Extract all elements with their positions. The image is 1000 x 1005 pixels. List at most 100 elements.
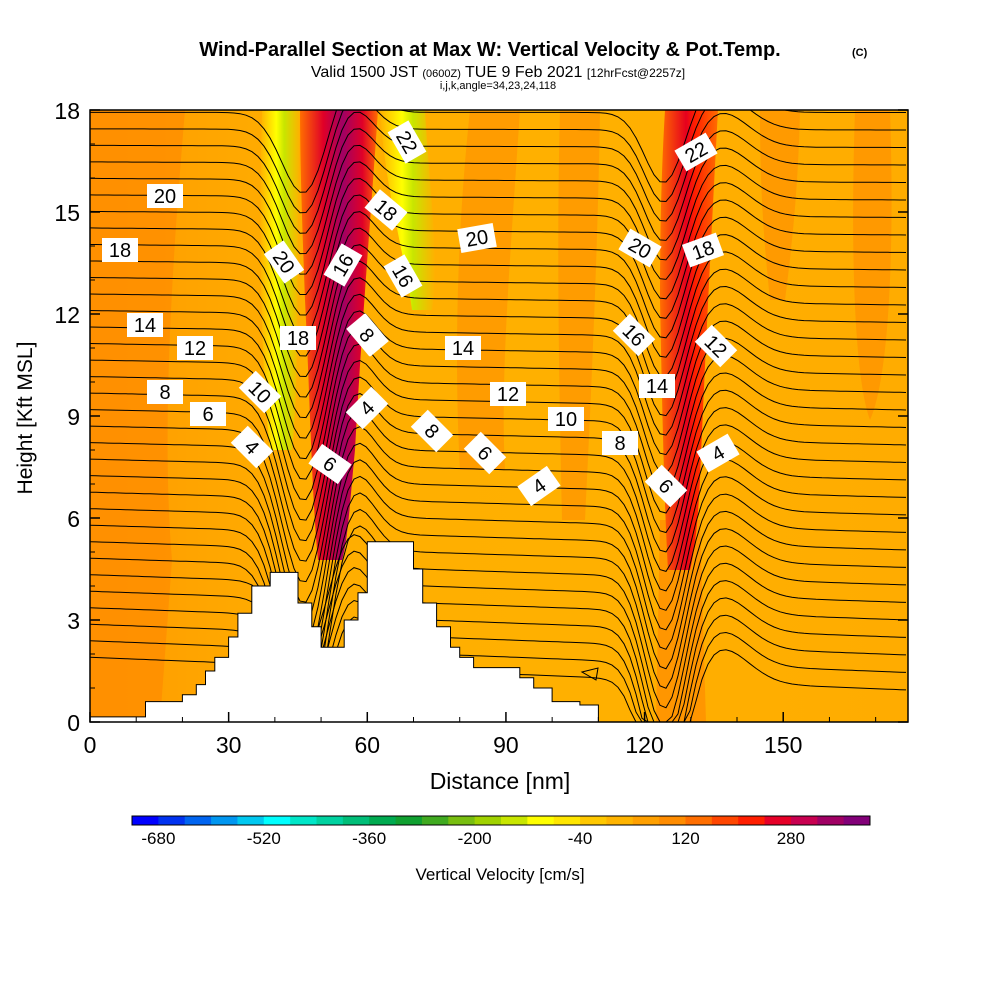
contour-label-box bbox=[517, 465, 561, 507]
contour-label: 20 bbox=[457, 223, 497, 253]
isentrope-line bbox=[90, 393, 907, 583]
contour-label-box bbox=[308, 443, 352, 485]
subtitle-date: TUE 9 Feb 2021 bbox=[465, 64, 583, 81]
contour-label-box bbox=[127, 313, 163, 337]
contour-label-box bbox=[681, 232, 725, 268]
contour-label-text: 14 bbox=[452, 338, 474, 360]
contour-label-box bbox=[147, 380, 183, 404]
isentrope-line bbox=[90, 194, 907, 337]
contour-label-box bbox=[190, 402, 226, 426]
contour-label-text: 8 bbox=[159, 382, 170, 404]
contour-label-text: 20 bbox=[464, 226, 490, 252]
contour-label-text: 14 bbox=[646, 376, 668, 398]
colorbar-swatch bbox=[342, 816, 370, 825]
copyright-mark: (C) bbox=[852, 47, 868, 59]
contour-label-box bbox=[177, 336, 213, 360]
velocity-zone-lower-right bbox=[656, 520, 706, 722]
contour-label-box bbox=[445, 336, 481, 360]
y-axis-label: Height [Kft MSL] bbox=[14, 342, 37, 495]
isentrope-line bbox=[90, 599, 907, 722]
downdraft-band bbox=[260, 110, 300, 450]
contour-label-box bbox=[410, 409, 454, 453]
colorbar-frame bbox=[131, 815, 871, 826]
colorbar-swatch bbox=[738, 816, 766, 825]
y-axis: 0 3 6 9 12 15 18 bbox=[54, 98, 908, 736]
isentrope-line bbox=[90, 583, 907, 722]
y-tick-label: 3 bbox=[67, 608, 80, 634]
colorbar-swatch bbox=[395, 816, 423, 825]
y-tick-label: 9 bbox=[67, 404, 80, 430]
contour-label-box bbox=[463, 431, 507, 475]
isentrope-line bbox=[90, 227, 907, 378]
colorbar-swatch bbox=[184, 816, 212, 825]
colorbar-swatch bbox=[132, 816, 159, 825]
isentrope-line bbox=[90, 260, 907, 419]
isentrope-line bbox=[90, 426, 907, 624]
contour-label: 6 bbox=[644, 464, 688, 508]
colorbar-swatch bbox=[843, 816, 871, 825]
contour-label-box bbox=[263, 240, 305, 284]
colorbar-swatch bbox=[817, 816, 845, 825]
contour-label: 4 bbox=[345, 386, 389, 430]
chart-title-block: Wind-Parallel Section at Max W: Vertical… bbox=[199, 39, 867, 92]
x-tick-label: 30 bbox=[216, 732, 242, 758]
isentrope-line bbox=[90, 534, 907, 722]
colorbar-swatch bbox=[606, 816, 634, 825]
velocity-zone-left bbox=[90, 110, 185, 722]
contour-label-box bbox=[612, 313, 656, 357]
colorbar-swatch bbox=[632, 816, 660, 825]
contour-label-box bbox=[387, 120, 427, 164]
colorbar-swatch bbox=[448, 816, 476, 825]
contour-label-text: 20 bbox=[154, 186, 176, 208]
isentrope-line bbox=[90, 508, 907, 722]
x-tick-label: 0 bbox=[84, 732, 97, 758]
terrain-mask bbox=[90, 541, 908, 722]
contour-labels: 2222202020201818181818161616141414121212… bbox=[102, 120, 740, 508]
colorbar-swatch bbox=[711, 816, 739, 825]
contour-label: 14 bbox=[639, 374, 675, 398]
contour-label-box bbox=[345, 386, 389, 430]
contour-label: 18 bbox=[102, 238, 138, 262]
contour-label-box bbox=[639, 374, 675, 398]
contour-label-text: 12 bbox=[184, 338, 206, 360]
colorbar-tick-label: -680 bbox=[141, 829, 175, 848]
contour-label-box bbox=[280, 326, 316, 350]
colorbar-swatch bbox=[316, 816, 344, 825]
colorbar-tick-label: -200 bbox=[458, 829, 492, 848]
contour-label: 12 bbox=[490, 382, 526, 406]
colorbar-tick-label: -360 bbox=[352, 829, 386, 848]
contour-label: 10 bbox=[548, 407, 584, 431]
updraft-core-east bbox=[660, 110, 718, 570]
contour-label-text: 18 bbox=[287, 328, 309, 350]
isentrope-line bbox=[90, 442, 907, 644]
colorbar-swatch bbox=[764, 816, 792, 825]
isentrope-line bbox=[90, 110, 906, 193]
x-axis-label: Distance [nm] bbox=[430, 768, 571, 794]
contour-label-box bbox=[147, 184, 183, 208]
isentrope-line bbox=[90, 326, 907, 501]
colorbar-swatch bbox=[553, 816, 581, 825]
colorbar-swatch bbox=[580, 816, 607, 825]
y-tick-label: 0 bbox=[67, 710, 80, 736]
contour-label: 6 bbox=[463, 431, 507, 475]
contour-label-box bbox=[644, 464, 688, 508]
contour-label-text: 6 bbox=[202, 404, 213, 426]
isentrope-line bbox=[90, 211, 907, 357]
x-axis: 0 30 60 90 120 150 bbox=[84, 712, 877, 758]
colorbar-swatch bbox=[501, 816, 528, 825]
isentrope-line bbox=[90, 492, 907, 706]
contour-label: 8 bbox=[346, 313, 388, 357]
contour-label-box bbox=[230, 425, 274, 469]
colorbar-swatch bbox=[527, 816, 555, 825]
contour-label-box bbox=[346, 313, 388, 357]
contour-label: 8 bbox=[147, 380, 183, 404]
isentrope-line bbox=[90, 293, 907, 460]
subtitle-valid: Valid 1500 JST bbox=[311, 64, 419, 81]
contour-label-box bbox=[694, 324, 738, 368]
subtitle-utc: (0600Z) bbox=[422, 68, 461, 80]
x-tick-label: 90 bbox=[493, 732, 519, 758]
colorbar-swatch bbox=[685, 816, 713, 825]
subtitle-forecast: [12hrFcst@2257z] bbox=[587, 66, 685, 80]
x-tick-label: 60 bbox=[354, 732, 380, 758]
